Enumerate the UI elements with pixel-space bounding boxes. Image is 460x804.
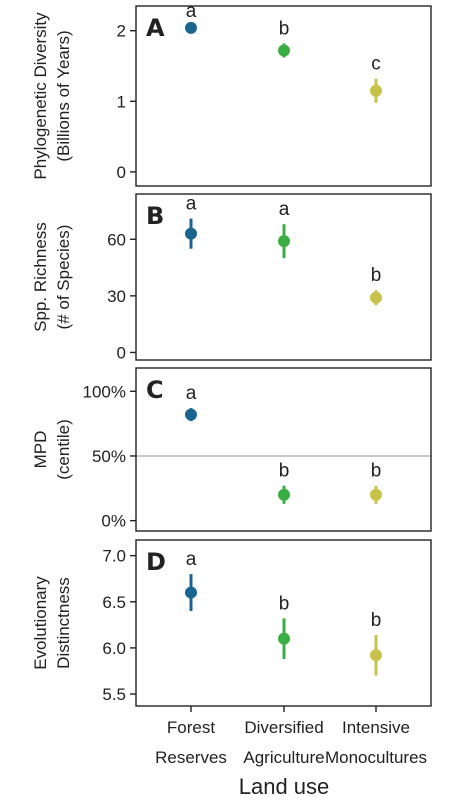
y-tick-label: 0% bbox=[101, 512, 126, 531]
significance-label: b bbox=[279, 18, 290, 39]
y-tick-label: 5.5 bbox=[102, 685, 126, 704]
significance-label: a bbox=[186, 194, 197, 215]
y-tick-label: 0 bbox=[117, 163, 126, 182]
data-point bbox=[185, 586, 197, 599]
x-tick-label: Diversified bbox=[244, 718, 323, 737]
panel-frame bbox=[135, 5, 432, 187]
significance-label: a bbox=[186, 549, 197, 570]
significance-label: a bbox=[186, 383, 197, 404]
significance-label: b bbox=[279, 461, 290, 482]
data-point bbox=[278, 632, 290, 645]
panel-b: 0 30 60 Spp. Richness (# of Species) B a a b bbox=[31, 193, 432, 362]
significance-label: a bbox=[279, 199, 290, 220]
panel-letter: C bbox=[146, 376, 164, 404]
y-axis-label: Phylogenetic Diversity bbox=[31, 12, 50, 180]
y-axis-label: Evolutionary bbox=[31, 576, 50, 670]
y-tick-label: 6.5 bbox=[102, 593, 126, 612]
y-tick-label: 1 bbox=[117, 92, 126, 111]
panel-letter: D bbox=[146, 548, 166, 576]
y-tick-label: 60 bbox=[107, 230, 126, 249]
data-point bbox=[185, 21, 197, 34]
y-axis-label: (Billions of Years) bbox=[54, 30, 73, 161]
data-point bbox=[370, 649, 382, 662]
significance-label: a bbox=[186, 1, 197, 22]
x-tick-label: Reserves bbox=[155, 748, 227, 767]
significance-label: b bbox=[371, 265, 382, 286]
data-point bbox=[185, 408, 197, 421]
y-axis-label: MPD bbox=[31, 431, 50, 469]
y-tick-label: 7.0 bbox=[102, 547, 126, 566]
data-point bbox=[370, 488, 382, 501]
y-axis-label: Spp. Richness bbox=[31, 222, 50, 332]
panel-letter: B bbox=[146, 202, 164, 230]
panel-frame bbox=[135, 193, 432, 361]
y-axis-label: (# of Species) bbox=[54, 225, 73, 330]
panel-d: 5.5 6.0 6.5 7.0 Evolutionary Distinctness D a b b bbox=[31, 539, 432, 707]
y-tick-label: 2 bbox=[117, 22, 126, 41]
data-point bbox=[278, 44, 290, 57]
x-tick-label: Forest bbox=[167, 718, 215, 737]
x-tick-label: Monocultures bbox=[325, 748, 427, 767]
x-axis-title: Land use bbox=[239, 774, 330, 799]
y-tick-label: 30 bbox=[107, 287, 126, 306]
significance-label: b bbox=[371, 610, 382, 631]
significance-label: c bbox=[371, 54, 381, 75]
significance-label: b bbox=[279, 593, 290, 614]
data-point bbox=[278, 235, 290, 248]
x-tick-label: Intensive bbox=[342, 718, 410, 737]
data-point bbox=[370, 291, 382, 304]
x-tick-label: Agriculture bbox=[243, 748, 324, 767]
y-tick-label: 0 bbox=[117, 343, 126, 362]
data-point bbox=[278, 488, 290, 501]
panel-frame bbox=[135, 367, 432, 532]
y-tick-label: 6.0 bbox=[102, 639, 126, 658]
y-axis-label: (centile) bbox=[54, 419, 73, 479]
panel-a: 0 1 2 Phylogenetic Diversity (Billions of Ye… bbox=[31, 1, 432, 187]
y-axis-label: Distinctness bbox=[54, 577, 73, 669]
y-tick-label: 100% bbox=[83, 382, 126, 401]
data-point bbox=[370, 84, 382, 97]
panel-c: 0% 50% 100% MPD (centile) C a b b bbox=[31, 367, 432, 532]
significance-label: b bbox=[371, 461, 382, 482]
panel-letter: A bbox=[146, 14, 165, 42]
data-point bbox=[185, 227, 197, 240]
y-tick-label: 50% bbox=[92, 447, 126, 466]
